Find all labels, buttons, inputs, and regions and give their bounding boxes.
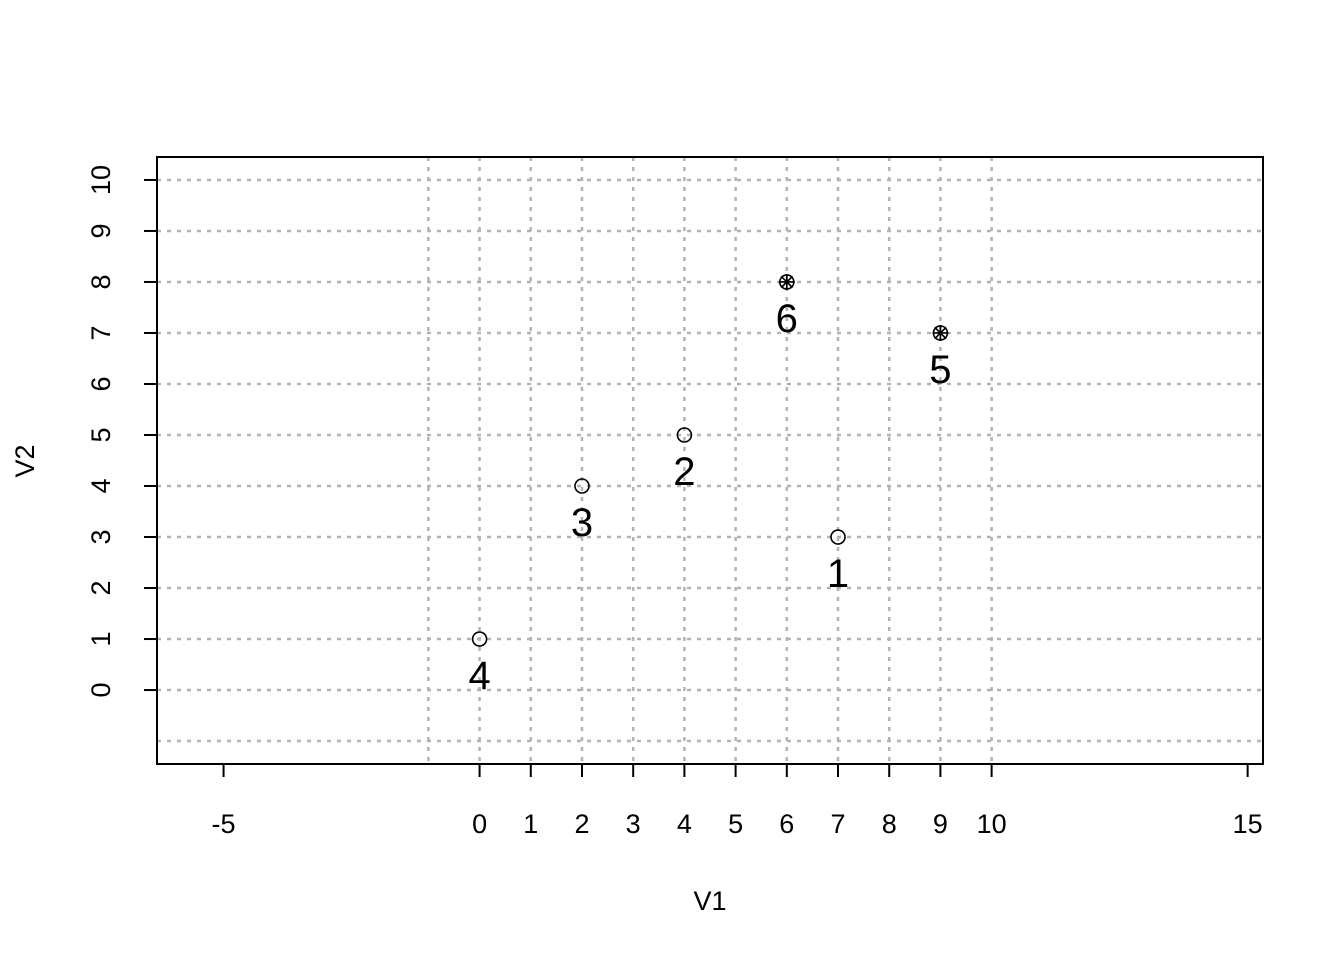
point-label: 2 xyxy=(673,450,695,494)
x-tick-label: 15 xyxy=(1233,809,1263,839)
x-tick-label: -5 xyxy=(212,809,236,839)
point-label: 6 xyxy=(776,297,798,341)
point-label: 3 xyxy=(571,501,593,545)
data-point-5: 5 xyxy=(929,324,952,392)
y-tick-label: 8 xyxy=(86,274,116,289)
y-tick-label: 1 xyxy=(86,632,116,647)
y-tick-label: 10 xyxy=(86,165,116,195)
data-point-2: 2 xyxy=(673,427,696,494)
point-star-marker xyxy=(932,324,949,341)
data-point-3: 3 xyxy=(571,478,593,545)
plot-frame xyxy=(156,156,1264,765)
point-label: 4 xyxy=(468,654,490,698)
x-tick-label: 2 xyxy=(574,809,589,839)
y-axis: 0 1 2 3 4 5 6 7 8 9 10 xyxy=(86,165,157,698)
y-axis-title: V2 xyxy=(10,444,40,477)
x-tick-label: 10 xyxy=(977,809,1007,839)
data-points: 1 2 3 4 5 6 xyxy=(468,273,952,698)
y-tick-label: 9 xyxy=(86,223,116,238)
y-tick-label: 4 xyxy=(86,478,116,493)
x-tick-label: 3 xyxy=(626,809,641,839)
y-tick-label: 2 xyxy=(86,581,116,596)
x-tick-label: 8 xyxy=(882,809,897,839)
x-tick-label: 0 xyxy=(472,809,487,839)
point-marker xyxy=(676,427,693,443)
x-tick-label: 6 xyxy=(779,809,794,839)
y-tick-label: 5 xyxy=(86,427,116,442)
point-label: 5 xyxy=(929,348,951,392)
point-marker xyxy=(830,529,846,545)
x-axis-title: V1 xyxy=(693,886,726,916)
grid xyxy=(157,157,1263,764)
x-tick-label: 7 xyxy=(830,809,845,839)
data-point-4: 4 xyxy=(468,631,491,698)
y-tick-label: 3 xyxy=(86,529,116,544)
x-tick-label: 1 xyxy=(523,809,538,839)
x-tick-label: 4 xyxy=(677,809,692,839)
x-axis: -5 0 1 2 3 4 5 6 7 8 9 10 15 xyxy=(212,764,1263,839)
point-marker xyxy=(574,478,590,494)
point-marker xyxy=(471,631,488,647)
x-tick-label: 9 xyxy=(933,809,948,839)
y-tick-label: 6 xyxy=(86,376,116,391)
point-star-marker xyxy=(778,273,795,290)
data-point-6: 6 xyxy=(776,273,798,341)
x-tick-label: 5 xyxy=(728,809,743,839)
point-label: 1 xyxy=(827,552,849,596)
y-tick-label: 0 xyxy=(86,683,116,698)
data-point-1: 1 xyxy=(827,529,849,596)
y-tick-label: 7 xyxy=(86,325,116,340)
